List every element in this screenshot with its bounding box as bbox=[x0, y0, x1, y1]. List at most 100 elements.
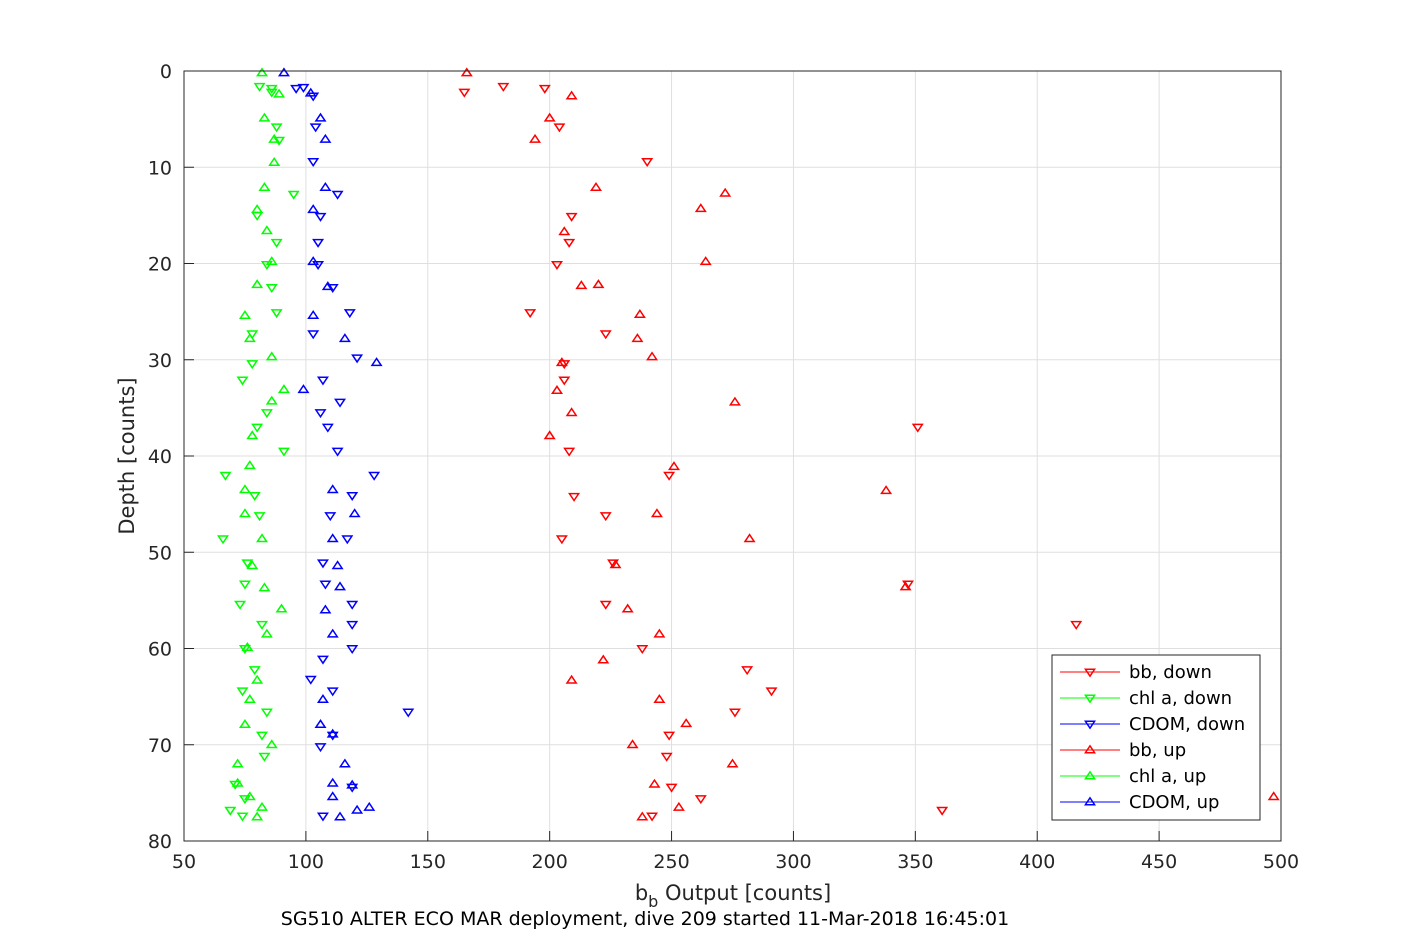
data-point bbox=[297, 384, 310, 394]
data-point bbox=[699, 256, 712, 266]
data-point bbox=[314, 409, 327, 419]
data-point bbox=[307, 157, 320, 167]
data-point bbox=[234, 600, 247, 610]
data-point bbox=[258, 112, 271, 122]
y-axis-title: Depth [counts] bbox=[115, 377, 139, 534]
data-point bbox=[648, 778, 661, 788]
data-point bbox=[277, 67, 290, 77]
data-point bbox=[307, 204, 320, 214]
data-point bbox=[636, 811, 649, 821]
data-point bbox=[316, 655, 329, 665]
data-point bbox=[653, 628, 666, 638]
data-point bbox=[265, 256, 278, 266]
data-point bbox=[243, 791, 256, 801]
data-point bbox=[307, 309, 320, 319]
data-point bbox=[297, 83, 310, 93]
data-point bbox=[599, 512, 612, 522]
data-point bbox=[543, 430, 556, 440]
data-point bbox=[902, 580, 915, 590]
data-point bbox=[326, 728, 339, 738]
data-point bbox=[402, 708, 415, 718]
data-point bbox=[246, 560, 259, 570]
data-point bbox=[575, 280, 588, 290]
data-point bbox=[251, 674, 264, 684]
data-point bbox=[287, 190, 300, 200]
data-point bbox=[1267, 791, 1280, 801]
data-point bbox=[270, 238, 283, 248]
data-point bbox=[251, 423, 264, 433]
data-point bbox=[550, 260, 563, 270]
data-point bbox=[524, 309, 537, 319]
data-point bbox=[555, 535, 568, 545]
data-point bbox=[265, 284, 278, 294]
legend-label: bb, up bbox=[1129, 740, 1186, 761]
x-tick-label: 250 bbox=[653, 851, 689, 873]
data-point bbox=[663, 731, 676, 741]
data-point bbox=[256, 731, 269, 741]
legend-marker bbox=[1083, 770, 1097, 780]
data-point bbox=[319, 181, 332, 191]
data-point bbox=[326, 628, 339, 638]
data-point bbox=[346, 644, 359, 654]
data-point bbox=[268, 156, 281, 166]
data-point bbox=[728, 708, 741, 718]
data-point bbox=[265, 88, 278, 98]
data-point bbox=[529, 133, 542, 143]
data-point bbox=[219, 471, 232, 481]
legend-label: chl a, up bbox=[1129, 766, 1206, 787]
data-point bbox=[321, 423, 334, 433]
series-1 bbox=[217, 82, 300, 822]
data-point bbox=[256, 67, 269, 77]
data-point bbox=[248, 491, 261, 501]
data-point bbox=[641, 157, 654, 167]
data-point bbox=[316, 376, 329, 386]
y-tick-label: 20 bbox=[148, 254, 172, 276]
data-point bbox=[270, 309, 283, 319]
data-point bbox=[543, 112, 556, 122]
data-point bbox=[326, 284, 339, 294]
data-point bbox=[238, 508, 251, 518]
y-tick-label: 0 bbox=[160, 61, 172, 83]
data-point bbox=[880, 485, 893, 495]
data-point bbox=[550, 385, 563, 395]
y-tick-label: 80 bbox=[148, 831, 172, 853]
data-point bbox=[314, 112, 327, 122]
data-point bbox=[316, 559, 329, 569]
data-point bbox=[277, 447, 290, 457]
data-point bbox=[309, 123, 322, 133]
data-point bbox=[592, 279, 605, 289]
data-point bbox=[231, 777, 244, 787]
data-point bbox=[312, 238, 325, 248]
data-point bbox=[555, 357, 568, 367]
data-point bbox=[667, 461, 680, 471]
series-5 bbox=[277, 67, 383, 821]
data-point bbox=[589, 181, 602, 191]
data-point bbox=[326, 533, 339, 543]
x-tick-label: 300 bbox=[775, 851, 811, 873]
series-4 bbox=[231, 67, 290, 821]
data-point bbox=[334, 398, 347, 408]
data-point bbox=[326, 731, 339, 741]
data-point bbox=[497, 82, 510, 92]
data-point bbox=[253, 82, 266, 92]
data-point bbox=[680, 718, 693, 728]
data-point bbox=[911, 423, 924, 433]
data-point bbox=[563, 238, 576, 248]
data-point bbox=[694, 795, 707, 805]
data-point bbox=[275, 603, 288, 613]
series-3 bbox=[460, 67, 1280, 821]
data-point bbox=[256, 533, 269, 543]
data-point bbox=[251, 279, 264, 289]
data-point bbox=[1070, 620, 1083, 630]
legend-marker bbox=[1083, 668, 1097, 678]
data-point bbox=[558, 226, 571, 236]
legend-box bbox=[1051, 654, 1261, 821]
data-point bbox=[597, 654, 610, 664]
data-point bbox=[568, 492, 581, 502]
data-point bbox=[653, 694, 666, 704]
data-markers bbox=[217, 67, 1280, 822]
data-point bbox=[260, 708, 273, 718]
data-point bbox=[324, 512, 337, 522]
data-point bbox=[719, 187, 732, 197]
data-point bbox=[238, 719, 251, 729]
